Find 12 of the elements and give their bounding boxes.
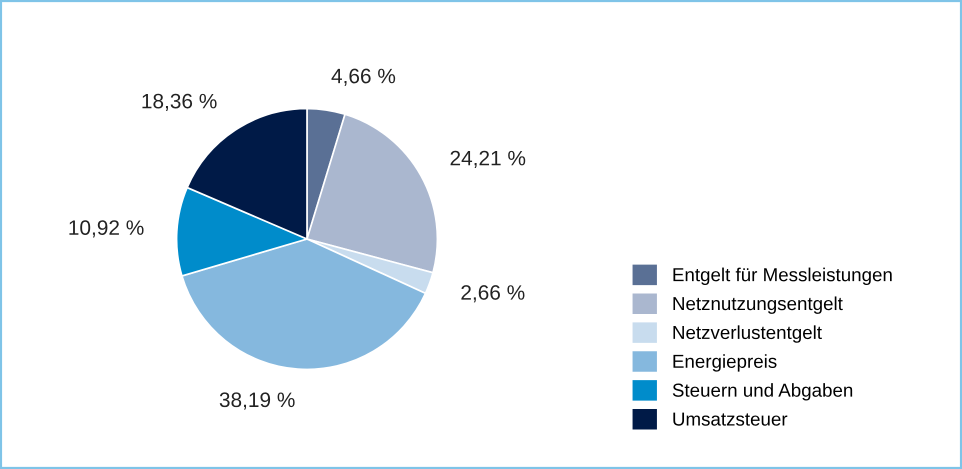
legend-label: Entgelt für Messleistungen bbox=[673, 268, 892, 286]
data-label: 24,21 % bbox=[450, 150, 526, 168]
legend-label: Umsatzsteuer bbox=[673, 412, 788, 426]
data-label: 18,36 % bbox=[142, 94, 217, 111]
data-label: 10,92 % bbox=[69, 220, 144, 238]
data-label: 4,66 % bbox=[331, 68, 396, 86]
data-label: 2,66 % bbox=[461, 285, 524, 302]
legend-label: Energiepreis bbox=[673, 354, 777, 372]
legend-label: Steuern und Abgaben bbox=[672, 383, 852, 401]
legend-label: Netzverlustentgelt bbox=[673, 325, 822, 343]
data-label: 38,19 % bbox=[220, 392, 295, 410]
legend-label: Netznutzungsentgelt bbox=[673, 296, 843, 314]
